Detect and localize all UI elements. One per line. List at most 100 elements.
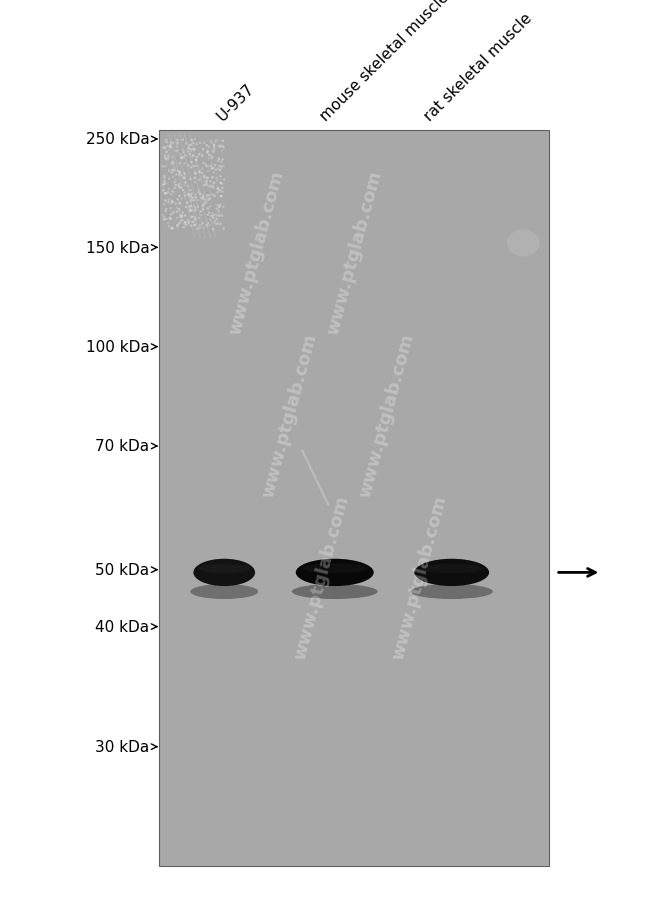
Point [202, 171, 212, 186]
Point [207, 162, 217, 177]
Point [198, 216, 208, 231]
Point [185, 202, 195, 216]
Point [200, 175, 211, 189]
Point [179, 217, 190, 232]
Point [198, 192, 209, 207]
Point [181, 137, 191, 152]
Point [218, 141, 229, 155]
Point [192, 223, 202, 237]
Point [213, 201, 224, 216]
Point [187, 204, 197, 218]
Point [203, 216, 213, 231]
Point [161, 212, 172, 226]
Point [204, 189, 214, 203]
Point [161, 133, 171, 148]
Point [211, 171, 222, 186]
Point [163, 186, 174, 200]
Point [166, 166, 177, 180]
Point [166, 212, 176, 226]
Point [159, 178, 169, 192]
Point [206, 188, 216, 202]
Point [160, 141, 170, 155]
Point [213, 140, 224, 154]
Ellipse shape [415, 559, 489, 586]
Point [163, 140, 174, 154]
Point [203, 193, 213, 207]
Point [204, 219, 214, 234]
Point [202, 189, 213, 203]
Point [174, 177, 185, 191]
Point [215, 198, 226, 213]
Point [191, 160, 202, 174]
Point [211, 217, 222, 232]
Point [202, 146, 212, 161]
Point [198, 157, 209, 171]
Point [177, 209, 187, 224]
Point [214, 200, 225, 215]
Point [196, 208, 207, 223]
Point [199, 136, 209, 151]
Point [183, 217, 194, 232]
Point [170, 198, 181, 212]
Point [174, 157, 185, 171]
Point [213, 216, 223, 230]
Point [213, 182, 223, 197]
Point [190, 167, 201, 181]
Point [166, 194, 177, 208]
Point [190, 203, 201, 217]
Point [209, 208, 219, 223]
Point [216, 189, 226, 204]
Point [213, 154, 223, 169]
Point [213, 162, 223, 177]
Point [187, 150, 198, 164]
Point [205, 134, 216, 149]
Point [197, 162, 207, 177]
Point [200, 194, 210, 208]
Point [207, 145, 218, 160]
Point [187, 210, 197, 225]
Point [181, 218, 191, 233]
Point [183, 214, 193, 228]
Point [180, 168, 190, 182]
Point [194, 166, 205, 180]
Point [205, 180, 216, 195]
Point [188, 216, 199, 230]
Point [216, 155, 226, 170]
Point [170, 173, 181, 188]
Point [205, 192, 216, 207]
Point [218, 139, 228, 153]
Point [200, 179, 210, 193]
Text: 70 kDa: 70 kDa [96, 439, 150, 454]
Point [194, 212, 204, 226]
Point [180, 176, 190, 190]
Text: www.ptglab.com: www.ptglab.com [259, 331, 320, 499]
Point [209, 140, 219, 154]
Point [162, 145, 172, 160]
Point [164, 172, 174, 187]
Point [192, 200, 203, 215]
Point [184, 142, 194, 156]
Point [208, 223, 218, 237]
Point [202, 177, 212, 191]
Text: mouse skeletal muscle: mouse skeletal muscle [318, 0, 452, 124]
Point [182, 197, 192, 211]
Point [170, 176, 180, 190]
Point [216, 161, 227, 176]
Point [172, 143, 182, 158]
Ellipse shape [190, 584, 258, 599]
Point [206, 152, 216, 166]
Point [172, 219, 183, 234]
Point [172, 140, 182, 154]
Text: www.ptglab.com: www.ptglab.com [356, 331, 417, 499]
Point [180, 189, 190, 204]
Point [170, 181, 180, 196]
Point [196, 192, 207, 207]
Point [187, 210, 198, 225]
Point [183, 188, 194, 202]
Point [177, 206, 188, 220]
Point [172, 201, 183, 216]
Ellipse shape [296, 559, 374, 586]
Point [209, 145, 219, 160]
Point [187, 133, 197, 148]
Point [175, 216, 185, 231]
